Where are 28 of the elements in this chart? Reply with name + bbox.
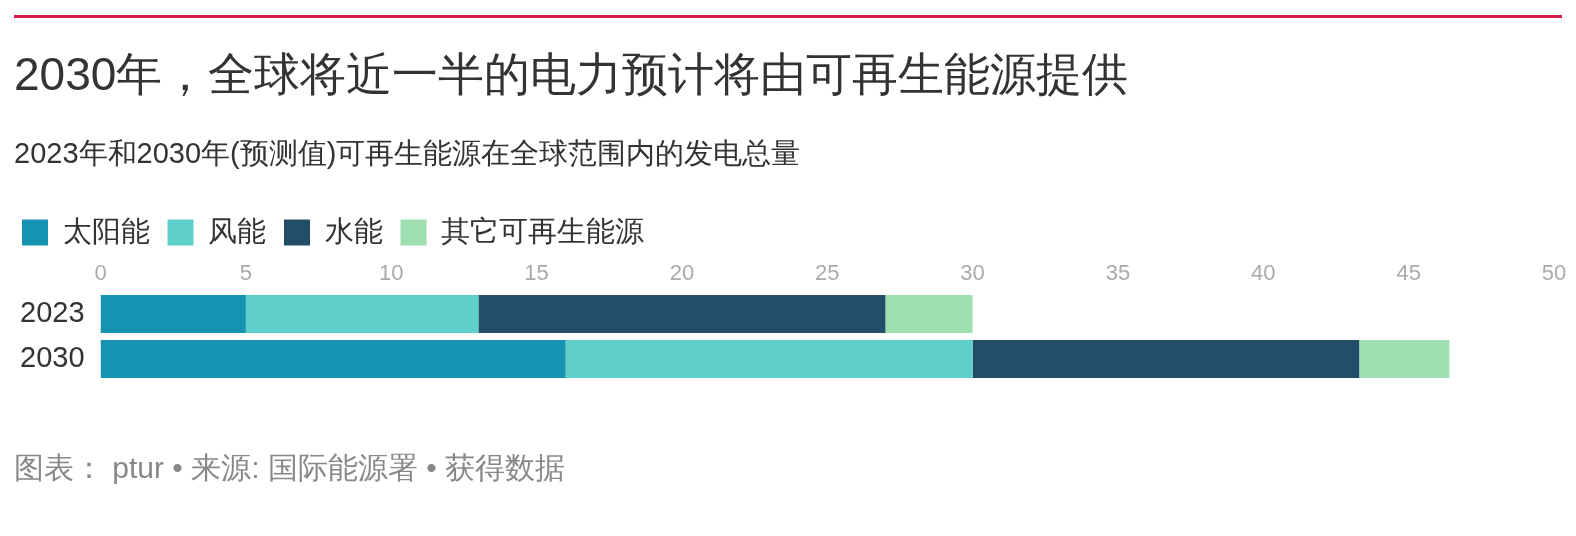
x-tick-label: 35 bbox=[1105, 260, 1131, 286]
legend-label: 太阳能 bbox=[62, 214, 150, 247]
x-tick-label: 20 bbox=[669, 260, 695, 286]
x-tick-label: 5 bbox=[239, 260, 252, 286]
x-tick-label: 40 bbox=[1251, 260, 1276, 286]
bar bbox=[565, 340, 973, 378]
x-tick-label: 45 bbox=[1396, 260, 1421, 286]
y-tick-label: 2023 bbox=[20, 295, 85, 328]
y-tick-label: 2030 bbox=[20, 341, 85, 374]
bar bbox=[100, 340, 566, 378]
x-tick-label: 50 bbox=[1541, 260, 1567, 286]
text: 图表： ptur • 来源: 国际能源署 • 获得数据 bbox=[14, 450, 566, 486]
legend-label: 其它可再生能源 bbox=[441, 214, 644, 247]
bar bbox=[972, 340, 1360, 378]
bar bbox=[478, 295, 886, 333]
x-tick-label: 10 bbox=[378, 260, 404, 286]
chart-subtitle: 2023年和2030年(预测值)可再生能源在全球范围内的发电总量 bbox=[14, 136, 801, 171]
x-tick-label: 0 bbox=[94, 260, 107, 286]
x-tick-label: 25 bbox=[815, 260, 840, 286]
bar bbox=[1359, 340, 1450, 378]
x-tick-label: 15 bbox=[524, 260, 549, 286]
bar bbox=[885, 295, 973, 333]
legend-label: 风能 bbox=[208, 214, 266, 247]
x-tick-label: 30 bbox=[960, 260, 985, 286]
legend-label: 水能 bbox=[324, 214, 383, 247]
bar bbox=[245, 295, 479, 333]
bar bbox=[100, 295, 246, 333]
chart-title: 2030年，全球将近一半的电力预计将由可再生能源提供 bbox=[14, 47, 1129, 102]
